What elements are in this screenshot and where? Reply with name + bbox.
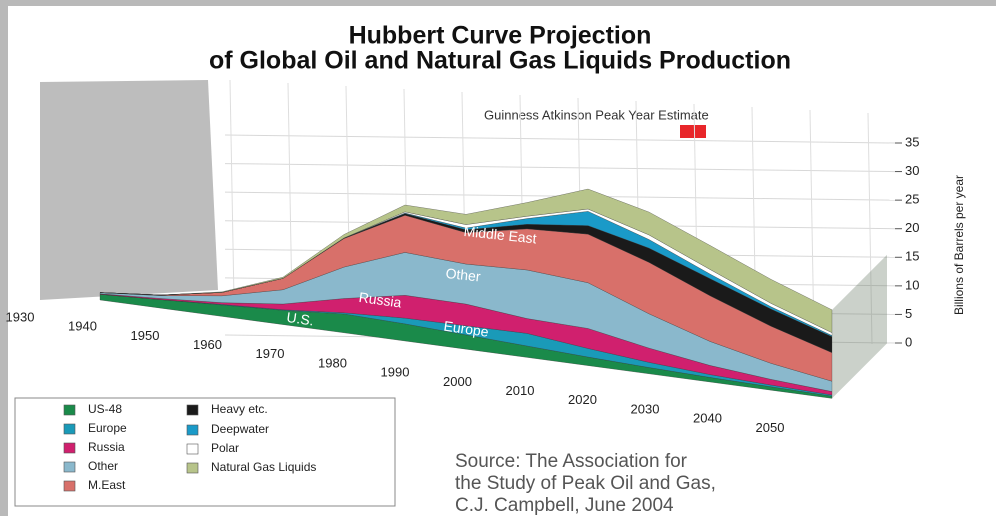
annotation: Guinness Atkinson Peak Year Estimate (484, 107, 709, 122)
x-tick-label: 1940 (68, 319, 97, 334)
x-tick-label: 2050 (756, 420, 785, 435)
legend-label: Natural Gas Liquids (211, 460, 316, 474)
legend-label: Other (88, 459, 118, 473)
legend-label: Russia (88, 440, 125, 454)
area-side (832, 254, 887, 399)
x-tick-label: 2040 (693, 411, 722, 426)
top-border (0, 0, 996, 6)
chart-title: Hubbert Curve Projection (349, 22, 652, 50)
x-tick-label: 1950 (131, 328, 160, 343)
legend-label: Heavy etc. (211, 402, 268, 416)
legend-swatch (63, 423, 76, 435)
source: C.J. Campbell, June 2004 (455, 495, 674, 516)
x-tick-label: 2030 (631, 401, 660, 416)
back-grid (867, 112, 873, 345)
area-label: Other (445, 265, 482, 285)
legend-label: US-48 (88, 402, 122, 416)
legend-swatch (186, 443, 199, 455)
area-label: U.S. (286, 309, 315, 329)
y-tick-label: 0 (905, 334, 912, 349)
legend-swatch (63, 480, 76, 492)
y-tick-label: 10 (905, 277, 919, 292)
legend-swatch (186, 404, 199, 416)
x-tick-label: 1960 (193, 337, 222, 352)
legend-label: M.East (88, 478, 126, 492)
y-tick-label: 25 (905, 192, 919, 207)
legend-swatch (186, 462, 199, 474)
annotation-marker (680, 125, 706, 138)
area-label: Middle East (463, 223, 538, 247)
legend-label: Deepwater (211, 422, 269, 436)
x-tick-label: 2020 (568, 392, 597, 407)
area-label: Russia (358, 289, 403, 311)
legend-label: Europe (88, 421, 127, 435)
y-tick-label: 20 (905, 220, 919, 235)
left-border (0, 0, 8, 516)
x-tick-label: 1990 (381, 365, 410, 380)
grid-line (224, 134, 896, 144)
back-grid (229, 79, 235, 301)
area (99, 188, 833, 333)
legend-swatch (63, 442, 76, 454)
chart-title: of Global Oil and Natural Gas Liquids Pr… (209, 47, 791, 75)
legend-swatch (186, 424, 199, 436)
x-tick-label: 2010 (506, 383, 535, 398)
legend-swatch (63, 404, 76, 416)
legend-label: Polar (211, 441, 239, 455)
y-tick-label: 15 (905, 249, 919, 264)
legend-swatch (63, 461, 76, 473)
grid-line (224, 163, 896, 173)
x-tick-label: 2000 (443, 374, 472, 389)
legend (14, 397, 396, 507)
x-tick-label: 1930 (6, 309, 35, 324)
x-tick-label: 1970 (256, 346, 285, 361)
y-tick-label: 30 (905, 163, 919, 178)
source: the Study of Peak Oil and Gas, (455, 473, 716, 494)
x-tick-label: 1980 (318, 355, 347, 370)
y-tick-label: 35 (905, 134, 919, 149)
y-axis-label: Billions of Barrels per year (952, 175, 966, 315)
back-wall (40, 80, 218, 300)
source: Source: The Association for (455, 451, 688, 472)
area-label: Europe (443, 318, 490, 340)
back-grid (287, 82, 293, 305)
y-tick-label: 5 (905, 306, 912, 321)
